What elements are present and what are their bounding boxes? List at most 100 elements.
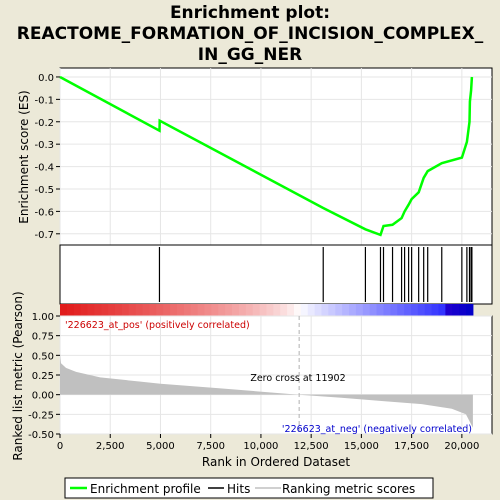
es-y-tick-label: -0.5	[34, 185, 54, 196]
colorbar-segment	[163, 304, 171, 316]
metric-x-tick-label: 7,500	[196, 441, 225, 452]
metric-x-tick-label: 12,500	[294, 441, 329, 452]
colorbar-segment	[190, 304, 199, 316]
colorbar-segment	[170, 304, 178, 316]
metric-y-tick-label: -0.25	[28, 410, 54, 421]
colorbar-segment	[397, 304, 405, 316]
legend-hits-label: Hits	[227, 482, 250, 496]
legend-enrichment-label: Enrichment profile	[90, 482, 201, 496]
colorbar-segment	[438, 304, 446, 316]
metric-y-tick-label: 0.25	[32, 371, 54, 382]
metric-y-axis: 1.00 0.75 0.50 0.25 0.00 -0.25 -0.50	[28, 312, 60, 441]
es-y-tick-label: -0.1	[34, 95, 54, 106]
colorbar-segment	[280, 304, 288, 316]
es-y-tick-label: -0.2	[34, 118, 54, 129]
colorbar-segment	[307, 304, 316, 316]
es-y-tick-label: -0.3	[34, 140, 54, 151]
colorbar-segment	[218, 304, 226, 316]
colorbar-segment	[252, 304, 261, 316]
neg-correlated-label: '226623_at_neg' (negatively correlated)	[282, 424, 472, 435]
colorbar-segment	[466, 304, 474, 316]
colorbar-segment	[135, 304, 144, 316]
colorbar-segment	[445, 304, 453, 316]
colorbar-segment	[204, 304, 212, 316]
rank-colorbar	[60, 304, 474, 316]
enrichment-profile-line	[59, 75, 474, 237]
metric-x-tick-label: 20,000	[444, 441, 479, 452]
es-y-axis-label: Enrichment score (ES)	[17, 90, 31, 223]
colorbar-segment	[293, 304, 302, 316]
colorbar-segment	[142, 304, 150, 316]
colorbar-segment	[314, 304, 323, 316]
es-y-tick-label: 0.0	[38, 73, 54, 84]
colorbar-segment	[300, 304, 309, 316]
metric-y-tick-label: 0.00	[32, 391, 54, 402]
es-y-tick-label: -0.6	[34, 207, 54, 218]
colorbar-segment	[417, 304, 426, 316]
colorbar-segment	[94, 304, 102, 316]
es-y-tick-label: -0.7	[34, 230, 54, 241]
colorbar-segment	[349, 304, 357, 316]
colorbar-segment	[431, 304, 440, 316]
metric-x-tick-label: 10,000	[243, 441, 278, 452]
colorbar-segment	[80, 304, 89, 316]
metric-x-axis-label: Rank in Ordered Dataset	[202, 455, 350, 469]
colorbar-segment	[225, 304, 233, 316]
colorbar-segment	[459, 304, 467, 316]
metric-x-axis: 0 2,500 5,000 7,500 10,000 12,500 15,000 17,500…	[57, 434, 479, 452]
colorbar-segment	[232, 304, 240, 316]
colorbar-segment	[383, 304, 391, 316]
colorbar-segment	[259, 304, 267, 316]
colorbar-segment	[211, 304, 219, 316]
colorbar-segment	[410, 304, 419, 316]
colorbar-segment	[121, 304, 130, 316]
colorbar-segment	[87, 304, 95, 316]
colorbar-segment	[287, 304, 295, 316]
colorbar-segment	[273, 304, 281, 316]
colorbar-segment	[342, 304, 350, 316]
colorbar-segment	[73, 304, 82, 316]
metric-y-tick-label: -0.50	[28, 430, 54, 441]
colorbar-segment	[321, 304, 329, 316]
ranking-metric-area	[60, 353, 473, 428]
colorbar-segment	[390, 304, 398, 316]
colorbar-segment	[149, 304, 157, 316]
metric-x-tick-label: 0	[57, 441, 63, 452]
colorbar-segment	[355, 304, 364, 316]
colorbar-segment	[328, 304, 336, 316]
colorbar-segment	[156, 304, 164, 316]
colorbar-segment	[362, 304, 371, 316]
pos-correlated-label: '226623_at_pos' (positively correlated)	[65, 320, 250, 331]
metric-y-axis-label: Ranked list metric (Pearson)	[11, 291, 25, 460]
es-y-tick-label: -0.4	[34, 163, 54, 174]
metric-y-tick-label: 0.50	[32, 351, 54, 362]
colorbar-segment	[452, 304, 460, 316]
colorbar-segment	[60, 304, 68, 316]
colorbar-segment	[424, 304, 433, 316]
colorbar-segment	[115, 304, 123, 316]
colorbar-segment	[128, 304, 137, 316]
metric-x-tick-label: 17,500	[394, 441, 429, 452]
metric-y-tick-label: 0.75	[32, 332, 54, 343]
es-y-axis: 0.0 -0.1 -0.2 -0.3 -0.4 -0.5 -0.6 -0.7	[34, 73, 60, 241]
es-panel	[59, 67, 493, 246]
colorbar-segment	[197, 304, 206, 316]
colorbar-segment	[66, 304, 75, 316]
metric-x-tick-label: 15,000	[344, 441, 379, 452]
metric-x-tick-label: 5,000	[146, 441, 175, 452]
colorbar-segment	[369, 304, 378, 316]
metric-x-tick-label: 2,500	[96, 441, 125, 452]
colorbar-segment	[404, 304, 412, 316]
title-line-2: REACTOME_FORMATION_OF_INCISION_COMPLEX_	[17, 24, 484, 44]
colorbar-segment	[266, 304, 274, 316]
title-line-1: Enrichment plot:	[170, 3, 330, 23]
colorbar-segment	[245, 304, 254, 316]
colorbar-segment	[101, 304, 109, 316]
title-line-3: IN_GG_NER	[198, 45, 302, 65]
hits-marks	[158, 247, 473, 302]
colorbar-segment	[376, 304, 384, 316]
es-gridlines	[59, 68, 492, 245]
colorbar-segment	[335, 304, 343, 316]
colorbar-segment	[108, 304, 116, 316]
